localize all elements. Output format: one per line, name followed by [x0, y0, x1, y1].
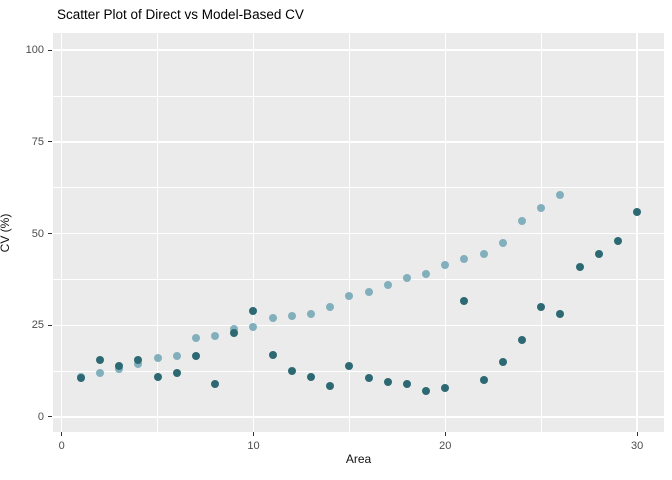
gridline-minor-y	[53, 95, 664, 97]
y-tick-mark	[48, 416, 52, 418]
data-point-direct	[211, 379, 220, 388]
data-point-model_based	[153, 354, 162, 363]
data-point-model_based	[422, 269, 431, 278]
data-point-model_based	[402, 273, 411, 282]
gridline-minor-y	[53, 187, 664, 189]
gridline-major-y	[53, 49, 664, 51]
y-tick-label: 100	[25, 44, 44, 57]
x-tick-label: 30	[631, 440, 644, 452]
data-point-direct	[268, 350, 277, 359]
data-point-model_based	[249, 323, 258, 332]
gridline-major-x	[636, 33, 638, 432]
data-point-direct	[498, 357, 507, 366]
data-point-direct	[613, 236, 622, 245]
data-point-direct	[518, 335, 527, 344]
data-point-direct	[422, 387, 431, 396]
x-tick-label: 10	[247, 440, 260, 452]
data-point-direct	[307, 372, 316, 381]
gridline-minor-x	[157, 33, 159, 432]
data-point-model_based	[498, 238, 507, 247]
data-point-model_based	[556, 191, 565, 200]
gridline-major-y	[53, 324, 664, 327]
data-point-model_based	[537, 203, 546, 212]
gridline-major-y	[53, 416, 664, 418]
y-tick-mark	[48, 49, 52, 51]
gridline-minor-x	[540, 33, 542, 432]
data-point-model_based	[96, 368, 104, 377]
data-point-direct	[441, 383, 450, 392]
y-tick-mark	[48, 324, 52, 326]
data-point-direct	[153, 372, 162, 381]
y-tick-label: 75	[31, 135, 44, 148]
gridline-major-y	[53, 141, 664, 143]
data-point-model_based	[383, 280, 392, 289]
y-tick-label: 25	[31, 319, 44, 332]
data-point-model_based	[460, 255, 469, 264]
data-point-direct	[460, 297, 469, 306]
data-point-model_based	[518, 216, 527, 225]
data-point-direct	[537, 302, 546, 311]
data-point-direct	[594, 249, 603, 258]
data-point-direct	[96, 356, 104, 365]
x-tick-mark	[444, 432, 446, 436]
x-tick-mark	[61, 432, 63, 436]
data-point-direct	[402, 379, 411, 388]
plot-panel	[53, 33, 664, 432]
data-point-direct	[383, 378, 392, 387]
chart-title: Scatter Plot of Direct vs Model-Based CV	[57, 7, 304, 22]
data-point-model_based	[441, 260, 450, 269]
data-point-model_based	[326, 302, 335, 311]
data-point-model_based	[479, 249, 488, 258]
gridline-major-x	[60, 33, 63, 432]
data-point-model_based	[268, 313, 277, 322]
data-point-model_based	[172, 352, 181, 361]
data-point-model_based	[287, 312, 296, 321]
gridline-minor-x	[348, 33, 350, 432]
x-tick-mark	[636, 432, 638, 436]
data-point-direct	[345, 361, 354, 370]
data-point-direct	[479, 376, 488, 385]
data-point-model_based	[191, 334, 200, 343]
y-tick-mark	[48, 233, 52, 235]
gridline-major-x	[444, 33, 447, 432]
x-tick-label: 20	[439, 440, 452, 452]
y-tick-label: 0	[37, 410, 44, 423]
x-tick-mark	[252, 432, 254, 436]
y-tick-mark	[48, 141, 52, 143]
data-point-direct	[134, 356, 143, 365]
gridline-minor-y	[53, 370, 664, 372]
x-tick-label: 0	[58, 440, 65, 452]
data-point-direct	[364, 374, 373, 383]
data-point-model_based	[345, 291, 354, 300]
data-point-direct	[172, 368, 181, 377]
gridline-minor-y	[53, 279, 664, 280]
data-point-direct	[633, 207, 642, 216]
data-point-direct	[287, 367, 296, 376]
data-point-direct	[575, 262, 584, 271]
gridline-major-y	[53, 232, 664, 235]
data-point-direct	[326, 381, 335, 390]
data-point-model_based	[211, 332, 220, 341]
data-point-model_based	[307, 310, 316, 319]
data-point-direct	[230, 328, 239, 337]
data-point-direct	[249, 306, 258, 315]
data-point-direct	[76, 374, 85, 383]
gridline-major-x	[252, 33, 255, 432]
x-axis-title: Area	[345, 452, 372, 466]
data-point-direct	[115, 361, 124, 370]
data-point-direct	[191, 352, 200, 361]
y-tick-label: 50	[31, 227, 44, 240]
data-point-model_based	[364, 288, 373, 297]
data-point-direct	[556, 310, 565, 319]
